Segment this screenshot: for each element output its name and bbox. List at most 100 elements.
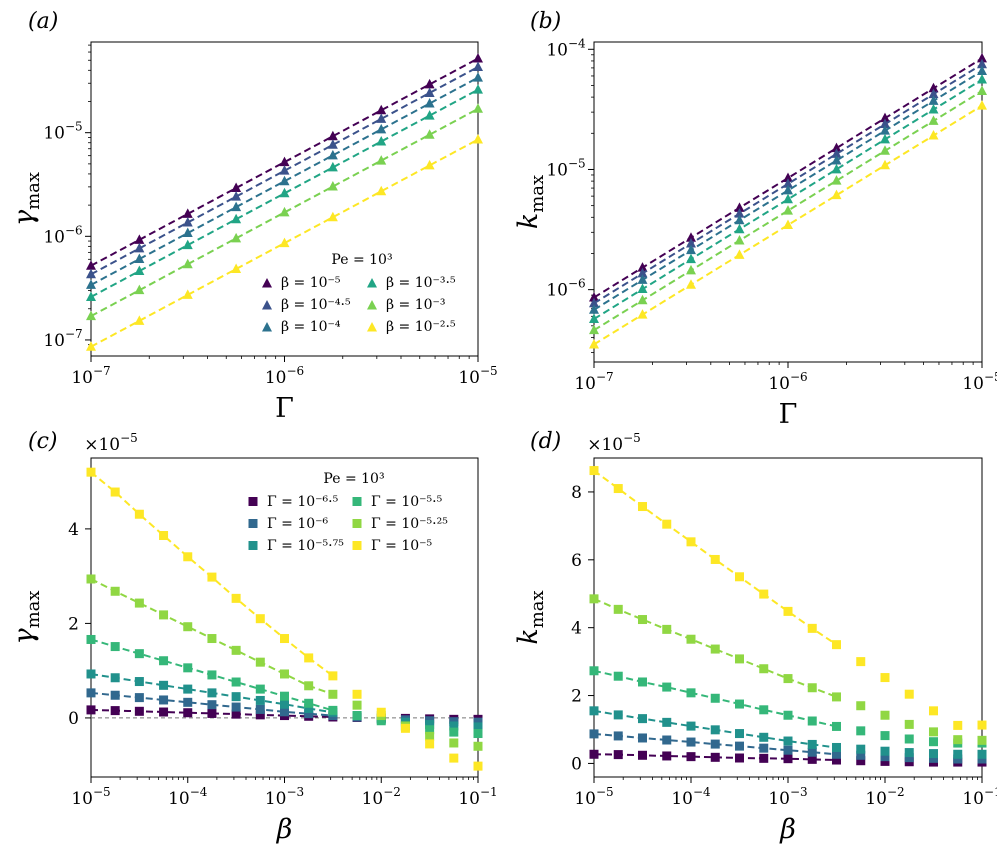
y-tick-label: 4 <box>68 520 79 540</box>
data-point <box>637 615 647 625</box>
panel-label: (a) <box>28 9 58 34</box>
legend-marker <box>248 519 258 528</box>
data-point <box>425 731 435 741</box>
series-3 <box>86 84 483 301</box>
data-point <box>710 739 720 749</box>
x-tick-label: 10−6 <box>265 364 304 388</box>
data-point <box>856 744 866 754</box>
y-tick-label: 10−6 <box>546 277 585 301</box>
data-point <box>734 208 745 218</box>
data-point <box>134 253 145 263</box>
data-point <box>783 178 793 188</box>
data-point <box>977 100 987 110</box>
series-2 <box>589 706 987 759</box>
data-point <box>613 731 623 741</box>
data-point <box>86 310 96 321</box>
y-tick-label: 0 <box>68 709 79 729</box>
data-point <box>182 289 193 299</box>
data-point <box>662 519 672 529</box>
data-point <box>977 720 987 730</box>
y-tick-label: 2 <box>571 687 582 707</box>
data-point <box>134 284 145 295</box>
series-dashed-line <box>593 78 983 320</box>
data-point <box>613 484 623 494</box>
x-tick-label-base: 10 <box>458 368 480 388</box>
y-axis-label-symbol: k <box>513 628 544 644</box>
data-point <box>637 274 648 284</box>
x-tick-label: 10−5 <box>71 785 110 809</box>
data-point <box>637 267 648 278</box>
data-point <box>159 656 169 666</box>
data-point <box>734 234 745 245</box>
data-point <box>589 297 599 308</box>
x-tick-label-exp: −5 <box>480 364 498 378</box>
data-point <box>710 752 720 762</box>
y-tick-label: 0 <box>571 754 582 774</box>
legend-marker <box>367 322 377 332</box>
data-point <box>352 700 362 710</box>
data-point <box>304 709 314 719</box>
y-multiplier: ×10−5 <box>84 431 138 455</box>
data-point <box>662 751 672 761</box>
data-point <box>589 594 599 604</box>
y-multiplier-exp: −5 <box>120 431 138 445</box>
x-tick-label: 10−2 <box>865 785 904 809</box>
data-point <box>86 669 96 679</box>
x-tick-label-base: 10 <box>962 374 984 394</box>
data-point <box>424 110 435 120</box>
data-point <box>759 589 769 599</box>
series-dashed-line <box>593 469 838 646</box>
series-dashed-line <box>593 57 983 299</box>
x-tick-label-base: 10 <box>865 789 887 809</box>
data-point <box>637 750 647 760</box>
x-axis-label: β <box>276 814 293 845</box>
data-point <box>304 698 314 708</box>
data-point <box>134 315 145 325</box>
y-multiplier-exp: −5 <box>623 431 641 445</box>
legend-entry-label: β = 10⁻²·⁵ <box>386 319 456 335</box>
data-point <box>473 103 483 113</box>
data-point <box>759 732 769 742</box>
data-point <box>856 750 866 760</box>
data-point <box>376 104 387 115</box>
x-tick-label-exp: −7 <box>93 364 111 378</box>
legend-entry-label: Γ = 10⁻⁵·²⁵ <box>371 516 448 532</box>
data-point <box>613 750 623 760</box>
data-point <box>449 721 459 731</box>
x-tick-label-base: 10 <box>768 789 790 809</box>
data-point <box>977 754 987 764</box>
data-point <box>977 52 987 63</box>
data-point <box>86 574 96 584</box>
data-point <box>831 721 841 731</box>
x-axis-label: β <box>779 814 796 845</box>
data-point <box>686 634 696 644</box>
y-tick-label-base: 10 <box>546 160 568 180</box>
data-point <box>328 671 338 681</box>
series-4 <box>589 85 987 335</box>
series-4 <box>86 103 483 321</box>
data-point <box>977 85 987 95</box>
data-point <box>159 695 169 705</box>
data-point <box>831 755 841 765</box>
data-point <box>376 113 387 123</box>
legend-entry-label: β = 10⁻⁴·⁵ <box>281 297 351 313</box>
data-point <box>831 175 842 185</box>
data-point <box>977 74 987 84</box>
data-point <box>255 614 265 624</box>
data-point <box>637 733 647 743</box>
y-tick-label-base: 10 <box>546 281 568 301</box>
data-point <box>953 735 963 745</box>
data-point <box>207 634 217 644</box>
data-point <box>685 244 696 255</box>
data-point <box>449 753 459 763</box>
data-point <box>710 554 720 564</box>
data-point <box>425 725 435 735</box>
data-point <box>783 184 793 195</box>
y-tick-label: 8 <box>571 483 582 503</box>
series-5 <box>589 100 987 349</box>
data-point <box>734 214 745 225</box>
y-tick-label: 10−6 <box>43 223 82 247</box>
data-point <box>110 706 120 716</box>
